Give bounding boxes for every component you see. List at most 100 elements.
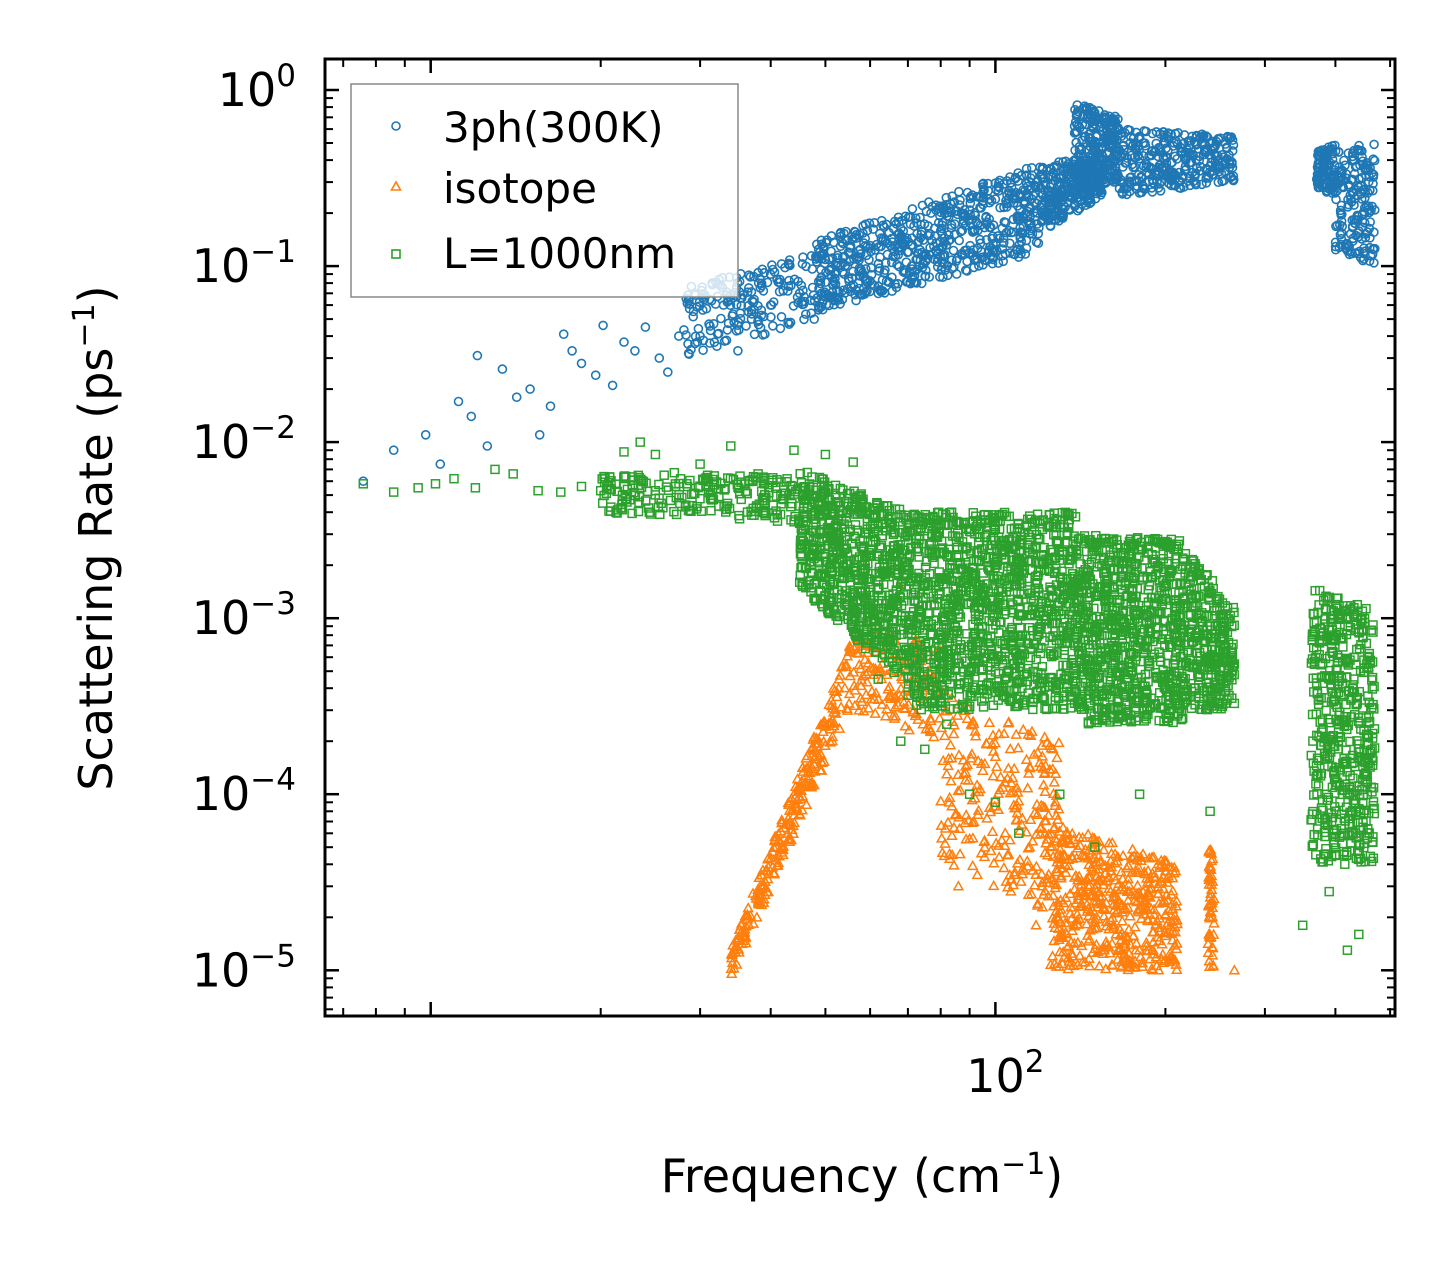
data-point — [879, 267, 889, 278]
data-point — [885, 640, 896, 650]
data-point — [1039, 636, 1049, 646]
data-point — [1357, 146, 1367, 156]
data-point — [1037, 779, 1050, 790]
data-point — [920, 744, 930, 755]
data-point — [889, 527, 900, 538]
data-point — [1022, 842, 1034, 853]
data-point — [743, 307, 754, 317]
data-point — [1131, 127, 1142, 138]
data-point — [964, 789, 975, 799]
data-point — [1157, 882, 1170, 894]
data-point — [1055, 789, 1065, 799]
data-point — [873, 288, 884, 299]
data-point — [630, 345, 640, 356]
data-point — [619, 447, 629, 457]
data-point — [1051, 536, 1062, 546]
data-point — [762, 277, 773, 288]
data-point — [1175, 183, 1186, 193]
data-point — [1334, 162, 1344, 173]
data-point — [831, 690, 843, 702]
data-point — [1206, 138, 1216, 148]
data-point — [961, 712, 974, 724]
data-point — [1049, 767, 1062, 779]
data-point — [864, 218, 875, 228]
data-point — [597, 498, 608, 508]
data-point — [772, 859, 784, 870]
data-point — [1074, 899, 1086, 911]
data-point — [781, 817, 794, 829]
data-point — [1206, 949, 1219, 960]
data-point — [858, 575, 869, 585]
data-point — [939, 837, 951, 848]
data-point — [1020, 249, 1031, 259]
data-point — [784, 255, 795, 265]
data-point — [1122, 901, 1134, 912]
data-point — [1055, 872, 1067, 883]
data-point — [833, 295, 844, 305]
data-point — [930, 548, 940, 558]
data-point — [1114, 942, 1127, 954]
data-point — [1144, 161, 1154, 172]
data-point — [861, 676, 873, 687]
data-point — [1143, 852, 1156, 863]
data-point — [811, 256, 822, 267]
data-point — [1062, 859, 1075, 871]
data-point — [846, 620, 857, 630]
data-point — [1077, 135, 1087, 146]
data-point — [909, 221, 919, 231]
data-point — [1147, 914, 1159, 925]
data-point — [793, 790, 805, 802]
data-point — [987, 258, 998, 269]
data-point — [946, 848, 958, 860]
data-point — [1122, 860, 1135, 871]
data-point — [874, 595, 884, 606]
data-point — [1222, 143, 1232, 154]
data-point — [1361, 170, 1371, 181]
data-point — [862, 657, 875, 668]
data-point — [388, 487, 399, 497]
data-point — [681, 330, 691, 340]
data-point — [870, 503, 880, 513]
data-point — [1028, 879, 1041, 890]
data-point — [1337, 221, 1347, 232]
data-point — [1068, 937, 1081, 948]
data-point — [765, 269, 776, 280]
data-point — [1154, 179, 1165, 189]
data-point — [1015, 227, 1026, 237]
data-point — [816, 272, 827, 282]
data-point — [1051, 199, 1062, 210]
data-point — [892, 578, 903, 589]
data-point — [894, 228, 905, 238]
data-point — [766, 312, 776, 322]
data-point — [1365, 233, 1375, 243]
data-point — [795, 792, 807, 804]
data-point — [1161, 162, 1171, 172]
data-point — [1125, 138, 1136, 148]
data-point — [858, 591, 869, 601]
data-point — [1057, 896, 1070, 908]
data-point — [949, 808, 962, 819]
data-point — [1159, 855, 1172, 866]
data-point — [949, 229, 960, 240]
data-point — [693, 323, 704, 334]
data-point — [1048, 917, 1060, 928]
data-point — [1014, 189, 1025, 199]
data-point — [1114, 883, 1126, 894]
data-point — [655, 509, 665, 520]
data-point — [1156, 938, 1168, 949]
data-point — [736, 937, 748, 949]
data-point — [892, 699, 905, 710]
data-point — [826, 231, 837, 241]
data-point — [818, 755, 830, 766]
data-point — [883, 633, 894, 644]
data-point — [1028, 748, 1040, 759]
data-point — [1009, 866, 1021, 877]
data-point — [786, 480, 796, 491]
data-point — [1020, 753, 1033, 765]
data-point — [1053, 933, 1065, 944]
data-point — [798, 483, 808, 493]
data-point — [722, 325, 733, 335]
data-point — [798, 285, 808, 296]
data-point — [817, 735, 830, 746]
data-point — [920, 723, 932, 734]
